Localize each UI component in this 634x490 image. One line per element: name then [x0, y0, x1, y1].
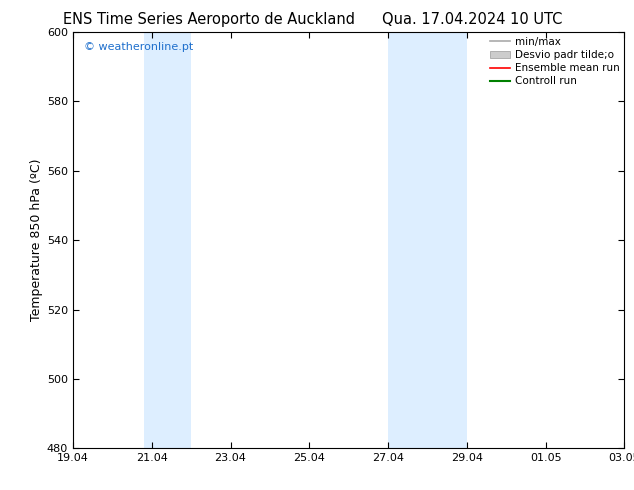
Bar [144, 32, 191, 448]
Bar [388, 32, 467, 448]
Text: © weatheronline.pt: © weatheronline.pt [84, 42, 193, 52]
Y-axis label: Temperature 850 hPa (ºC): Temperature 850 hPa (ºC) [30, 159, 42, 321]
Text: Qua. 17.04.2024 10 UTC: Qua. 17.04.2024 10 UTC [382, 12, 562, 27]
Legend: min/max, Desvio padr tilde;o, Ensemble mean run, Controll run: min/max, Desvio padr tilde;o, Ensemble m… [486, 34, 623, 90]
Text: ENS Time Series Aeroporto de Auckland: ENS Time Series Aeroporto de Auckland [63, 12, 355, 27]
